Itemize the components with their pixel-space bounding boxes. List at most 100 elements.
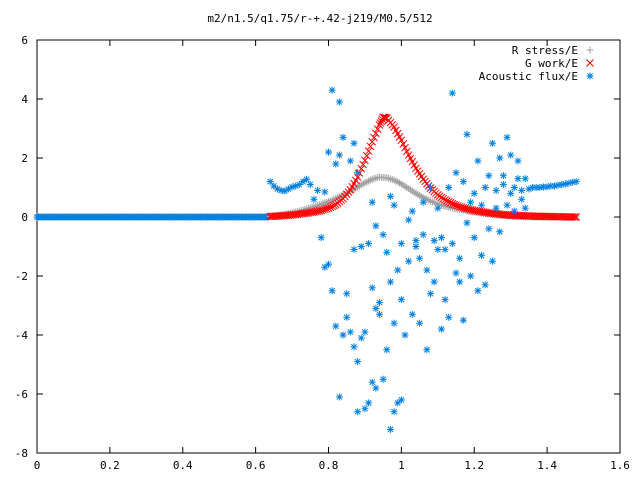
acoustic-flux-point [521,175,529,183]
legend-marker [586,46,594,54]
r-stress-point [372,174,380,182]
x-tick-label: 0.6 [246,459,266,472]
acoustic-flux-point [310,195,318,203]
acoustic-flux-point [459,316,467,324]
acoustic-flux-point [328,287,336,295]
r-stress-point [365,177,373,185]
g-work-point [366,142,375,151]
acoustic-flux-point [463,130,471,138]
y-tick: -4 [15,329,620,342]
g-work-point [372,129,380,138]
acoustic-flux-point [386,192,394,200]
acoustic-flux-point [503,133,511,141]
r-stress-point [366,176,374,184]
acoustic-flux-point [470,234,478,242]
acoustic-flux-point [408,310,416,318]
acoustic-flux-point [390,319,398,327]
acoustic-flux-point [405,257,413,265]
acoustic-flux-point [368,198,376,206]
r-stress-point [370,175,378,183]
acoustic-flux-point [339,331,347,339]
acoustic-flux-point [383,248,391,256]
acoustic-flux-point [510,184,518,191]
acoustic-flux-point [386,278,394,286]
x-tick-label: 1.4 [537,459,557,472]
acoustic-flux-point [354,408,362,416]
axis-ticks: 0 0.2 0.4 0.6 0.8 1 1.2 1.4 1.6 -8 -6 -4 -2 0 2 4 6 [15,34,630,472]
r-stress-point [315,201,323,209]
x-tick: 0.8 [319,40,339,472]
r-stress-point [321,199,329,207]
acoustic-flux-point [485,225,493,233]
acoustic-flux-point [456,254,464,262]
acoustic-flux-point [478,201,486,209]
r-stress-point [417,192,425,200]
x-tick: 1 [398,40,405,472]
g-work-point [548,212,557,221]
y-tick: -6 [15,388,620,401]
acoustic-flux-point [430,237,438,245]
acoustic-flux-point [430,278,438,286]
acoustic-flux-point [368,284,376,292]
acoustic-flux-point [467,272,475,280]
acoustic-flux-point [445,313,453,321]
acoustic-flux-point [376,299,384,307]
acoustic-flux-point [332,322,340,330]
acoustic-flux-point [390,408,398,416]
acoustic-flux-point [372,222,380,230]
g-work-point [444,197,453,206]
x-tick-label: 0.8 [319,459,339,472]
g-work-point [443,196,451,205]
acoustic-flux-point [499,181,507,189]
acoustic-flux-point [412,243,420,250]
r-stress-point [394,178,402,186]
acoustic-flux-point [343,313,351,321]
acoustic-flux-point [474,157,482,165]
legend-marker [586,59,594,67]
acoustic-flux-point [332,160,340,168]
g-work-point [362,151,371,160]
acoustic-flux-point [408,207,416,215]
y-tick: 6 [21,34,620,47]
acoustic-flux-point [434,204,442,212]
acoustic-flux-point [419,231,427,239]
r-stress-point [405,185,413,193]
r-stress-point [414,190,422,198]
r-stress-point [428,198,436,206]
acoustic-flux-point [427,184,435,191]
acoustic-flux-point [416,254,424,262]
r-stress-point [425,196,433,204]
x-tick-label: 0.2 [100,459,120,472]
acoustic-flux-point [357,334,365,342]
r-stress-point [361,179,369,187]
r-stress-point [385,174,393,182]
x-tick: 1.6 [610,40,630,472]
acoustic-flux-point [335,151,343,159]
acoustic-flux-point [427,290,435,298]
r-stress-point [359,180,367,188]
acoustic-flux-point [383,346,391,354]
acoustic-flux-point [270,182,278,190]
r-stress-point [403,184,411,191]
acoustic-flux-point [441,296,449,304]
acoustic-flux-point [354,169,362,177]
acoustic-flux-point [354,358,362,366]
acoustic-flux-point [514,157,522,165]
series-2 [266,86,580,433]
x-tick-label: 1.6 [610,459,630,472]
acoustic-flux-point [361,328,369,336]
legend-label: Acoustic flux/E [479,70,578,83]
g-work-point [328,202,336,211]
acoustic-flux-point [518,186,526,194]
r-stress-point [354,183,362,191]
r-stress-point [401,182,409,190]
r-stress-point [363,178,371,186]
acoustic-flux-point [521,204,529,212]
acoustic-flux-point [452,169,460,177]
y-tick: 4 [21,93,620,106]
r-stress-point [416,191,424,199]
g-work-point [550,212,559,221]
acoustic-flux-point [357,243,365,250]
data-marks [266,86,581,433]
series-1 [266,113,581,221]
